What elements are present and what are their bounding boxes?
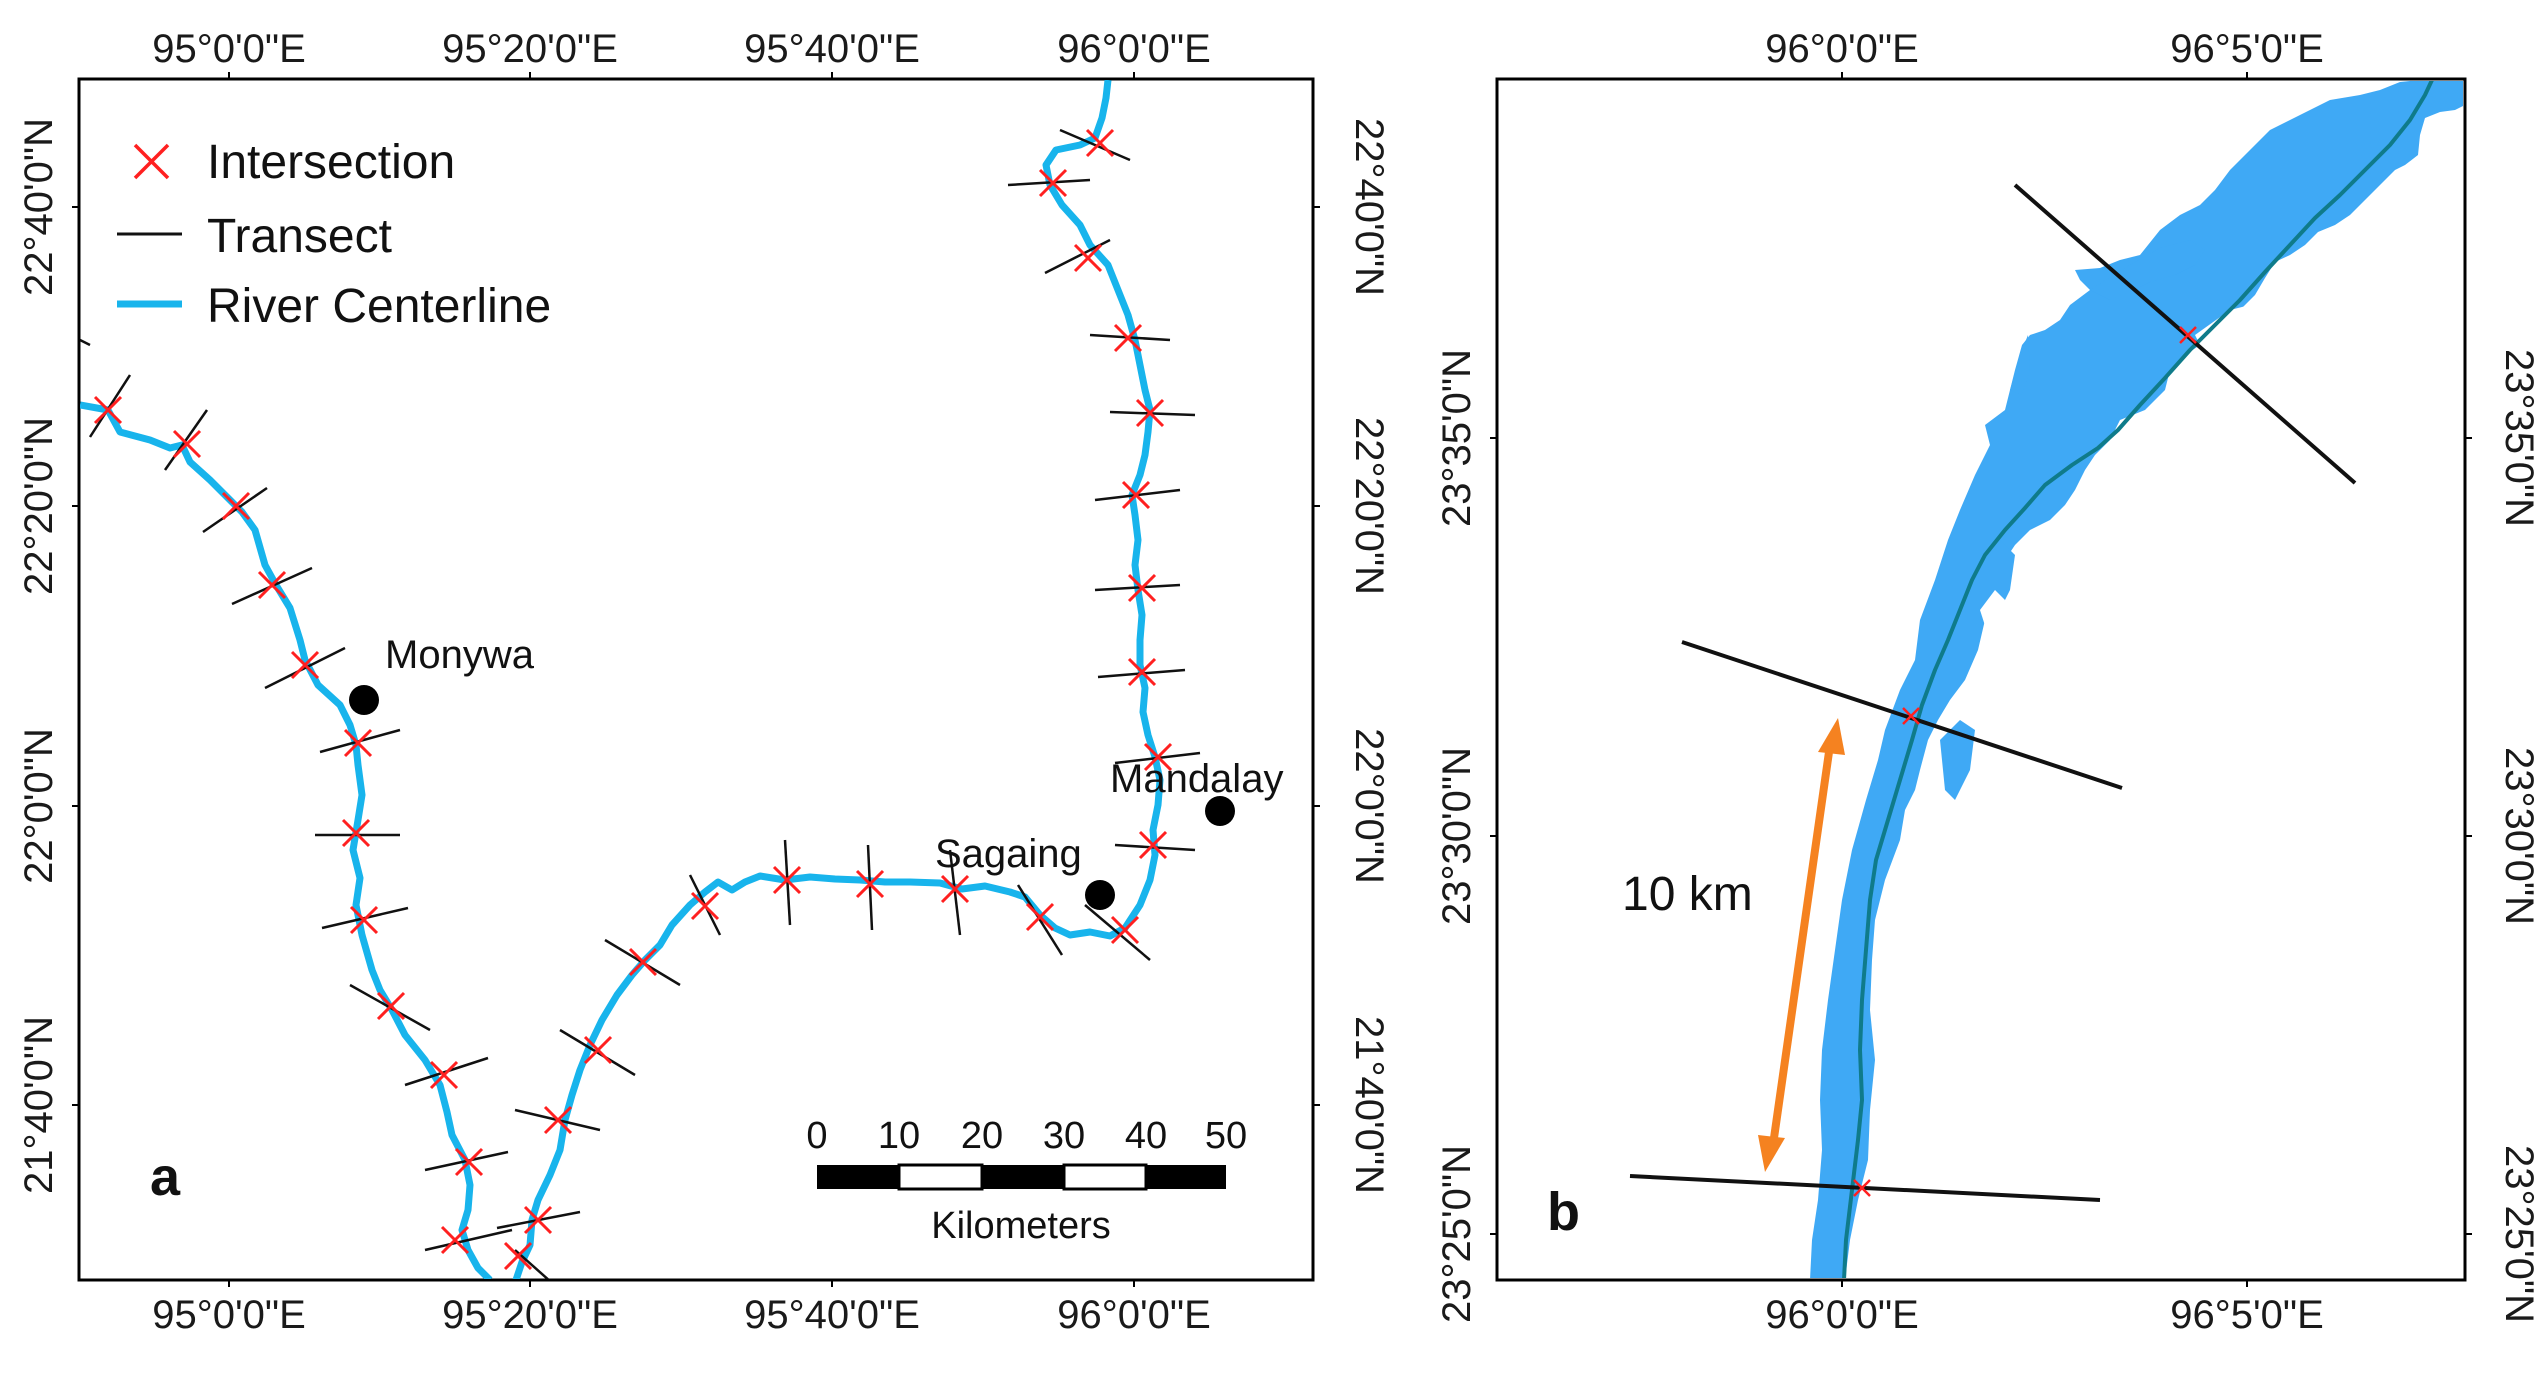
scale-label: 50: [1205, 1115, 1247, 1157]
river-centerline: [80, 401, 493, 1279]
bottom-tick-label: 95°20'0"E: [442, 1293, 618, 1337]
panel-b-left-ticks: 23°35'0"N 23°30'0"N 23°25'0"N: [1435, 349, 1497, 1323]
river-water: [2010, 335, 2030, 395]
bottom-tick-label: 96°5'0"E: [2170, 1293, 2324, 1337]
panel-letter: b: [1547, 1182, 1580, 1242]
city-mandalay: Mandalay: [1110, 757, 1283, 826]
panel-b: 96°0'0"E 96°5'0"E 96°0'0"E 96°5'0"E 23°3…: [1435, 27, 2535, 1337]
distance-label: 10 km: [1622, 868, 1753, 921]
panel-a-bottom-ticks: 95°0'0"E 95°20'0"E 95°40'0"E 96°0'0"E: [152, 1280, 1211, 1337]
panel-a: 95°0'0"E 95°20'0"E 95°40'0"E 96°0'0"E 95…: [17, 27, 1391, 1337]
scale-label: 40: [1125, 1115, 1167, 1157]
top-tick-label: 95°20'0"E: [442, 27, 618, 71]
panel-b-bottom-ticks: 96°0'0"E 96°5'0"E: [1765, 1280, 2324, 1337]
river-water: [2090, 240, 2205, 300]
panel-b-frame: [1495, 77, 2467, 1282]
left-tick-label: 22°0'0"N: [17, 728, 61, 884]
panel-a-left-ticks: 22°40'0"N 22°20'0"N 22°0'0"N 21°40'0"N: [17, 118, 79, 1194]
top-tick-label: 95°40'0"E: [744, 27, 920, 71]
city-dot: [349, 685, 379, 715]
panel-b-right-ticks: 23°35'0"N 23°30'0"N 23°25'0"N: [2465, 349, 2535, 1323]
city-sagaing: Sagaing: [935, 832, 1115, 910]
river-island: [1980, 590, 2005, 635]
legend-label: River Centerline: [207, 280, 551, 333]
city-label: Mandalay: [1110, 757, 1283, 801]
bottom-tick-label: 96°0'0"E: [1057, 1293, 1211, 1337]
panel-a-right-ticks: 22°40'0"N 22°20'0"N 22°0'0"N 21°40'0"N: [1313, 118, 1391, 1194]
right-tick-label: 22°0'0"N: [1347, 728, 1391, 884]
right-tick-label: 23°25'0"N: [2497, 1145, 2535, 1323]
transects: [1629, 183, 2357, 1202]
right-tick-label: 23°30'0"N: [2497, 747, 2535, 925]
scale-label: 0: [806, 1115, 827, 1157]
right-tick-label: 21°40'0"N: [1347, 1016, 1391, 1194]
right-tick-label: 22°20'0"N: [1347, 417, 1391, 595]
city-label: Sagaing: [935, 832, 1082, 876]
bottom-tick-label: 95°0'0"E: [152, 1293, 306, 1337]
scale-label: 20: [961, 1115, 1003, 1157]
river-island: [2195, 305, 2265, 355]
legend-centerline: River Centerline: [117, 280, 551, 333]
city-label: Monywa: [385, 633, 535, 677]
left-tick-label: 22°40'0"N: [17, 118, 61, 296]
left-tick-label: 23°25'0"N: [1435, 1145, 1479, 1323]
left-tick-label: 23°30'0"N: [1435, 747, 1479, 925]
bottom-tick-label: 95°40'0"E: [744, 1293, 920, 1337]
top-tick-label: 96°0'0"E: [1057, 27, 1211, 71]
distance-arrow: [1758, 718, 1845, 1172]
legend-label: Intersection: [207, 136, 455, 189]
legend-label: Transect: [207, 210, 392, 263]
river-centerline: [1842, 81, 2434, 1278]
bottom-tick-label: 96°0'0"E: [1765, 1293, 1919, 1337]
right-tick-label: 23°35'0"N: [2497, 349, 2535, 527]
river-water: [1940, 720, 1975, 800]
top-tick-label: 96°5'0"E: [2170, 27, 2324, 71]
panel-b-top-ticks: 96°0'0"E 96°5'0"E: [1765, 27, 2324, 79]
left-tick-label: 22°20'0"N: [17, 417, 61, 595]
scale-bar: 0 10 20 30 40 50 Kilometers: [806, 1115, 1247, 1247]
scale-label: 10: [878, 1115, 920, 1157]
legend-transect: Transect: [117, 210, 392, 263]
top-tick-label: 95°0'0"E: [152, 27, 306, 71]
city-monywa: Monywa: [349, 633, 535, 715]
right-tick-label: 22°40'0"N: [1347, 118, 1391, 296]
scale-unit: Kilometers: [931, 1205, 1111, 1247]
river-water: [1810, 81, 2463, 1278]
city-dot: [1085, 880, 1115, 910]
scale-label: 30: [1043, 1115, 1085, 1157]
top-tick-label: 96°0'0"E: [1765, 27, 1919, 71]
panel-letter: a: [150, 1147, 181, 1207]
legend-intersection: Intersection: [133, 136, 455, 189]
left-tick-label: 23°35'0"N: [1435, 349, 1479, 527]
panel-a-top-ticks: 95°0'0"E 95°20'0"E 95°40'0"E 96°0'0"E: [152, 27, 1211, 79]
city-dot: [1205, 796, 1235, 826]
legend: Intersection Transect River Centerline: [117, 136, 551, 333]
left-tick-label: 21°40'0"N: [17, 1016, 61, 1194]
